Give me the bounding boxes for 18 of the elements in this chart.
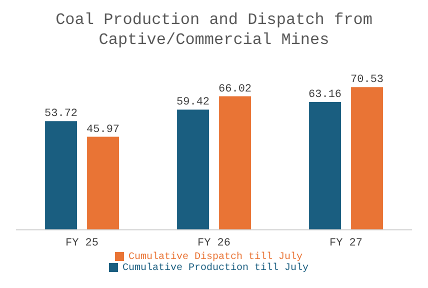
bar xyxy=(351,87,384,230)
x-tick-label: FY 26 xyxy=(197,238,231,250)
bar xyxy=(177,110,210,230)
data-label: 59.42 xyxy=(176,96,210,109)
bar xyxy=(87,136,120,230)
chart-title: Coal Production and Dispatch from Captive/Commercial Mines xyxy=(54,10,374,50)
data-label: 45.97 xyxy=(86,124,120,136)
legend-label: Cumulative Production till July xyxy=(122,263,309,274)
bar xyxy=(219,96,252,230)
data-label: 70.53 xyxy=(350,74,384,86)
data-label: 66.02 xyxy=(218,83,252,96)
x-tick-label: FY 27 xyxy=(329,238,363,250)
data-label: 53.72 xyxy=(44,108,78,120)
data-label: 63.16 xyxy=(308,89,342,102)
legend-label: Cumulative Dispatch till July xyxy=(128,252,303,263)
bar xyxy=(45,121,78,230)
bar xyxy=(309,102,342,230)
x-tick-label: FY 25 xyxy=(65,238,99,250)
